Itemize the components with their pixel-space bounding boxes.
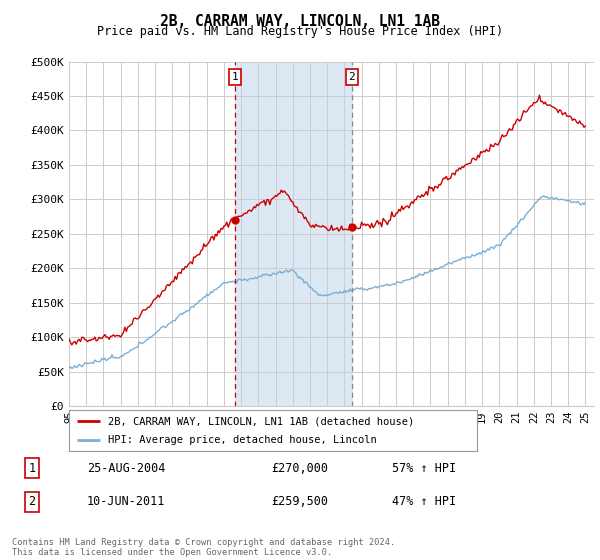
Text: 10-JUN-2011: 10-JUN-2011 (87, 495, 165, 508)
Text: 2B, CARRAM WAY, LINCOLN, LN1 1AB (detached house): 2B, CARRAM WAY, LINCOLN, LN1 1AB (detach… (108, 417, 414, 426)
Text: £259,500: £259,500 (271, 495, 328, 508)
Text: 2: 2 (349, 72, 355, 82)
Text: 2: 2 (29, 495, 36, 508)
Text: 57% ↑ HPI: 57% ↑ HPI (392, 461, 456, 475)
Text: £270,000: £270,000 (271, 461, 328, 475)
Text: 2B, CARRAM WAY, LINCOLN, LN1 1AB: 2B, CARRAM WAY, LINCOLN, LN1 1AB (160, 14, 440, 29)
Text: 25-AUG-2004: 25-AUG-2004 (87, 461, 165, 475)
Text: HPI: Average price, detached house, Lincoln: HPI: Average price, detached house, Linc… (108, 435, 377, 445)
Bar (235, 62, 352, 406)
Text: 1: 1 (232, 72, 238, 82)
Text: 47% ↑ HPI: 47% ↑ HPI (392, 495, 456, 508)
Text: 1: 1 (29, 461, 36, 475)
Text: Contains HM Land Registry data © Crown copyright and database right 2024.
This d: Contains HM Land Registry data © Crown c… (12, 538, 395, 557)
Text: Price paid vs. HM Land Registry's House Price Index (HPI): Price paid vs. HM Land Registry's House … (97, 25, 503, 38)
